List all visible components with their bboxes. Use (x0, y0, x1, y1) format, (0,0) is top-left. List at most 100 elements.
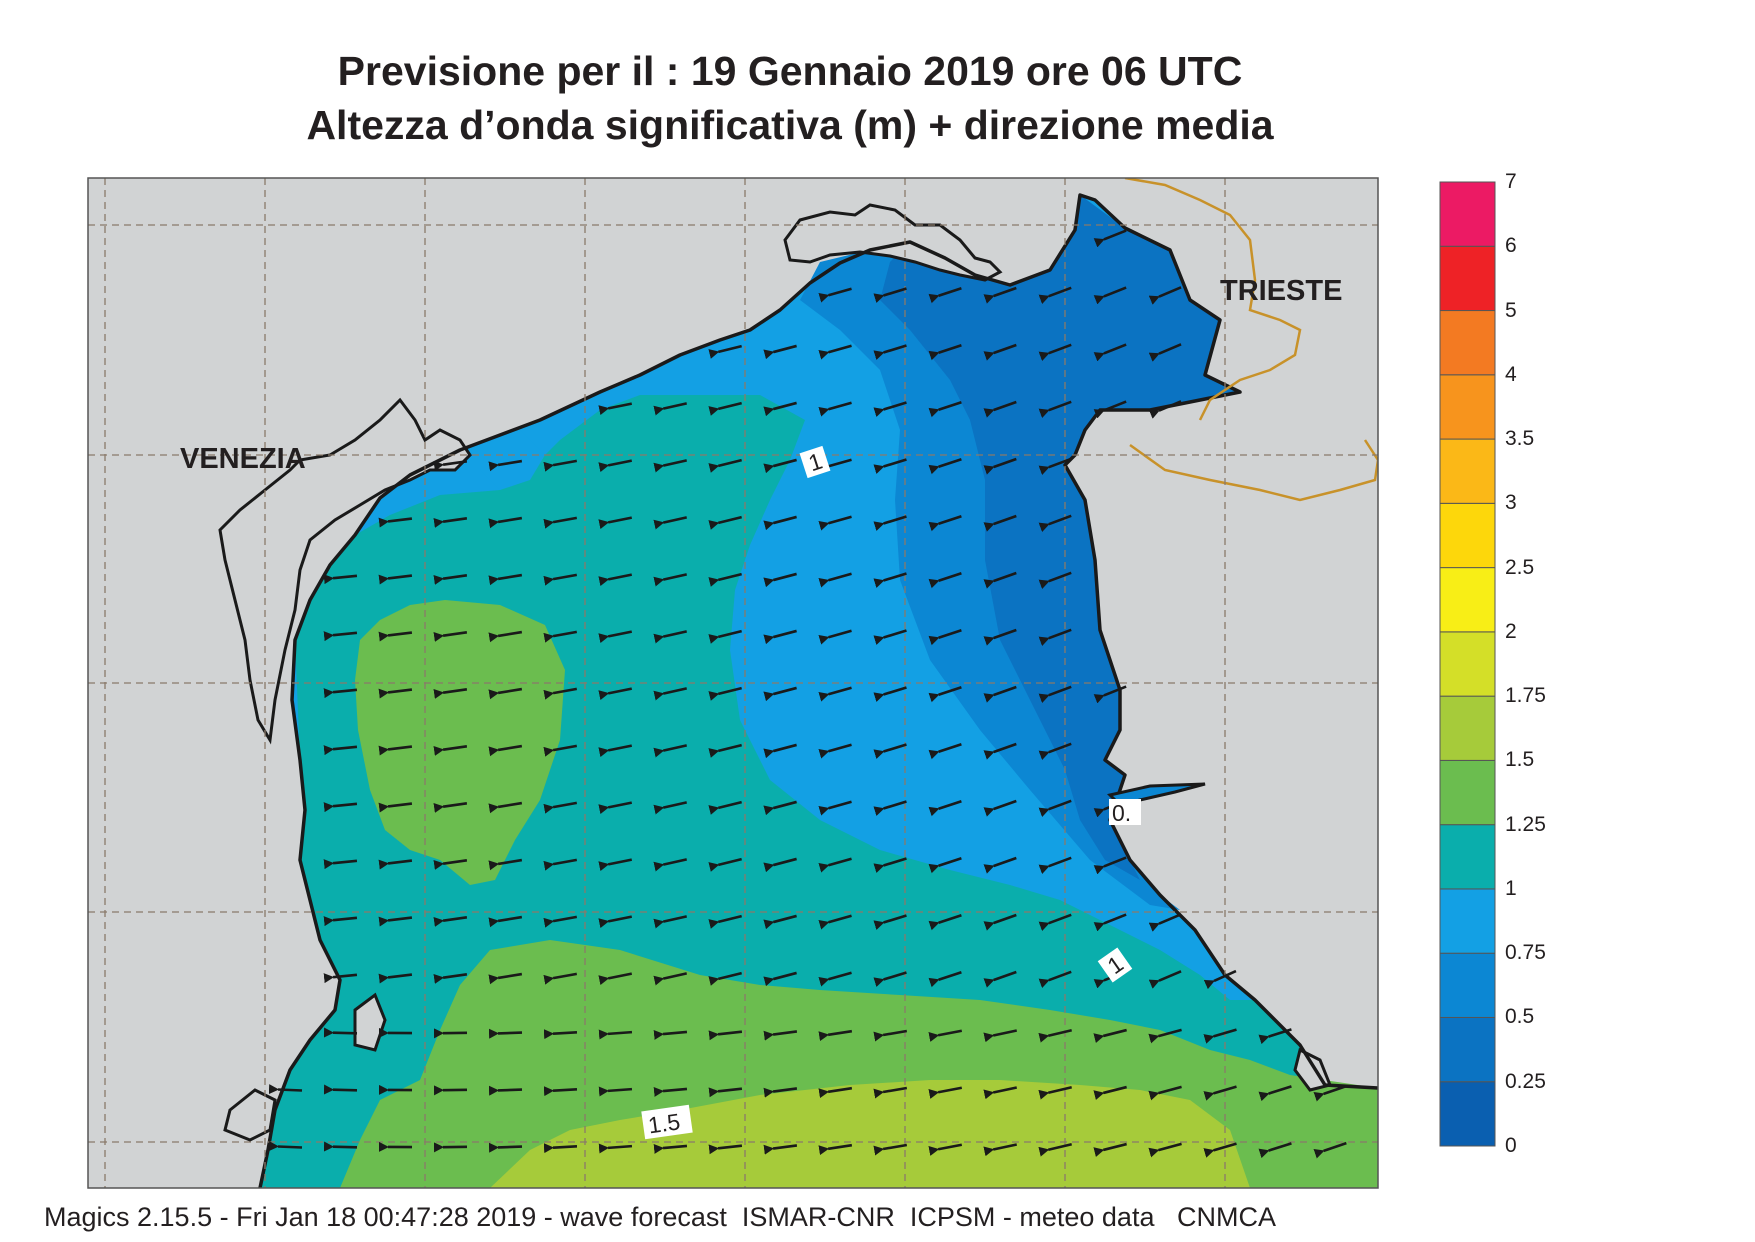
wave-direction-arrow (928, 1029, 963, 1042)
wave-direction-arrow (1203, 1142, 1237, 1158)
wave-direction-arrow (598, 516, 633, 530)
wave-direction-arrow (763, 515, 797, 531)
wave-direction-arrow (268, 1141, 303, 1152)
wave-direction-arrow (763, 914, 797, 930)
wave-direction-arrow (378, 916, 413, 927)
wave-direction-arrow (653, 630, 687, 644)
wave-direction-arrow (1093, 685, 1127, 704)
wave-direction-arrow (1258, 1028, 1292, 1045)
wave-direction-arrow (983, 514, 1017, 532)
wave-direction-arrow (763, 458, 797, 474)
legend-tick-label: 4 (1505, 362, 1517, 386)
wave-direction-arrow (1093, 1142, 1127, 1157)
wave-direction-arrow (708, 458, 742, 473)
wave-direction-arrow (818, 629, 852, 645)
wave-direction-arrow (488, 744, 523, 757)
wave-direction-arrow (378, 973, 413, 984)
wave-direction-arrow (378, 802, 413, 813)
wave-direction-arrow (433, 460, 468, 471)
wave-direction-arrow (983, 1143, 1018, 1157)
wave-direction-arrow (873, 287, 907, 303)
wave-direction-arrow (268, 1084, 303, 1095)
wave-direction-arrow (983, 457, 1017, 475)
wave-direction-arrow (873, 572, 907, 588)
wave-direction-arrow (1038, 286, 1072, 305)
wave-direction-arrow (983, 286, 1017, 304)
wave-direction-arrow (928, 401, 962, 418)
wave-direction-arrow (763, 629, 797, 645)
wave-direction-arrow (543, 1143, 578, 1154)
wave-direction-arrow (928, 857, 962, 874)
legend-tick-label: 6 (1505, 234, 1517, 258)
legend-swatch (1439, 438, 1496, 504)
wave-direction-arrow (928, 914, 962, 931)
wave-direction-arrow (1038, 457, 1072, 476)
wave-direction-arrow (598, 402, 633, 416)
wave-direction-arrow (763, 686, 797, 702)
wave-direction-arrow (653, 1143, 688, 1154)
wave-direction-arrow (488, 858, 523, 871)
legend-tick-label: 0.5 (1505, 1005, 1535, 1029)
wave-direction-arrow (983, 685, 1017, 703)
wave-direction-arrow (1148, 1085, 1182, 1101)
wave-direction-arrow (488, 1028, 523, 1039)
wave-direction-arrow (543, 801, 578, 814)
legend-swatch (1439, 502, 1496, 569)
wave-direction-arrow (873, 971, 907, 987)
wave-direction-arrow (983, 1086, 1018, 1100)
wave-direction-arrow (1148, 1142, 1182, 1158)
wave-direction-arrow (488, 1142, 523, 1153)
wave-direction-arrow (1038, 628, 1072, 647)
wave-direction-arrow (378, 574, 413, 585)
wave-direction-arrow (763, 800, 797, 816)
wave-direction-arrow (928, 344, 962, 361)
contour-label: 1 (1097, 947, 1133, 983)
wave-direction-arrow (323, 1141, 358, 1152)
wave-direction-arrow (1038, 400, 1072, 419)
graticule (88, 178, 1378, 1188)
wave-direction-arrow (598, 1029, 633, 1040)
wave-direction-arrow (928, 1086, 963, 1099)
wave-direction-arrow (1038, 799, 1072, 818)
legend-tick-label: 2 (1505, 619, 1517, 643)
wave-direction-arrow (1038, 970, 1072, 989)
wave-direction-arrow (598, 1086, 633, 1097)
wave-direction-arrow (708, 971, 742, 986)
wave-direction-arrow (653, 402, 687, 416)
wave-direction-arrow (1038, 913, 1072, 932)
wave-direction-arrow (818, 971, 852, 987)
wave-direction-arrow (873, 857, 907, 873)
wave-direction-arrow (763, 401, 797, 417)
map-title-line1: Previsione per il : 19 Gennaio 2019 ore … (337, 48, 1243, 94)
wave-direction-arrow (543, 459, 578, 472)
wave-direction-arrow (323, 973, 358, 984)
legend-swatch (1439, 695, 1496, 761)
legend-tick-label: 0 (1505, 1134, 1517, 1157)
wave-direction-arrow (1038, 856, 1072, 875)
wave-direction-arrow (1148, 970, 1182, 989)
wave-direction-arrow (433, 859, 468, 870)
wave-direction-arrow (488, 630, 523, 643)
wave-direction-arrow (873, 515, 907, 531)
coastline (258, 193, 1378, 1188)
wave-direction-arrow (818, 743, 852, 759)
wave-direction-arrow (378, 859, 413, 870)
wave-direction-arrow (1038, 343, 1072, 362)
wave-direction-arrow (873, 686, 907, 702)
wave-direction-arrow (763, 1144, 798, 1155)
wave-direction-arrow (598, 801, 633, 815)
wave-direction-arrow (818, 401, 852, 417)
color-legend (1439, 181, 1496, 1147)
wave-direction-arrow (983, 856, 1017, 874)
wave-direction-arrow (708, 1087, 743, 1098)
wave-direction-arrow (653, 744, 687, 758)
wave-direction-arrow (598, 915, 633, 929)
wave-direction-arrow (653, 1086, 688, 1097)
legend-swatch (1439, 181, 1496, 247)
wave-direction-arrow (1148, 1028, 1182, 1044)
wave-direction-arrow (763, 971, 797, 987)
wave-direction-arrow (653, 972, 687, 986)
wave-direction-arrow (1148, 343, 1182, 362)
contour-label: 0. (1109, 799, 1141, 826)
wave-direction-arrow (708, 1030, 743, 1041)
